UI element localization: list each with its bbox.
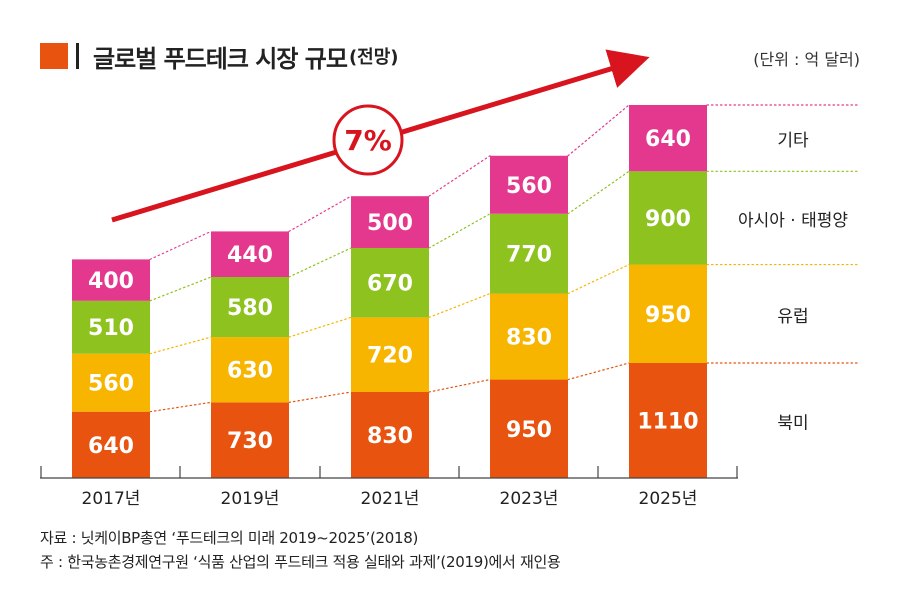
- bar-1-2: [211, 276, 289, 338]
- bar-0-3: [72, 259, 150, 301]
- x-tick-label-2: 2021년: [361, 489, 420, 509]
- bar-3-0: [490, 379, 568, 478]
- legend-label-3: 기타: [777, 131, 809, 151]
- bar-1-0: [211, 402, 289, 478]
- unit-label: (단위 : 억 달러): [753, 50, 860, 69]
- connector-0-2: [428, 378, 491, 393]
- bar-3-1: [490, 293, 568, 380]
- data-label-2-2: 670: [367, 272, 413, 297]
- bar-3-2: [490, 213, 568, 294]
- data-label-2-1: 720: [367, 344, 413, 369]
- source-line-1: 자료 : 닛케이BP총연 ‘푸드테크의 미래 2019~2025’(2018): [40, 529, 419, 547]
- data-label-0-2: 510: [88, 316, 134, 341]
- connector-0-3: [567, 362, 630, 381]
- connector-2-0: [149, 276, 212, 302]
- connector-2-1: [288, 247, 352, 278]
- bar-1-1: [211, 337, 289, 403]
- bar-2-0: [351, 392, 429, 478]
- connector-0-0: [149, 401, 212, 413]
- connector-0-1: [288, 391, 352, 403]
- data-label-1-2: 580: [227, 296, 273, 321]
- connector-2-3: [567, 170, 630, 215]
- bar-2-1: [351, 317, 429, 393]
- connector-3-0: [149, 230, 212, 260]
- data-label-1-1: 630: [227, 359, 273, 384]
- connector-2-2: [428, 213, 491, 249]
- data-label-1-0: 730: [227, 429, 273, 454]
- bar-1-3: [211, 231, 289, 277]
- growth-badge: [332, 104, 404, 176]
- data-label-3-2: 770: [506, 243, 552, 268]
- bar-4-2: [629, 171, 707, 265]
- data-label-2-3: 500: [367, 211, 413, 236]
- data-label-0-1: 560: [88, 372, 134, 397]
- source-notes: 자료 : 닛케이BP총연 ‘푸드테크의 미래 2019~2025’(2018) …: [40, 526, 561, 574]
- chart-title: 글로벌 푸드테크 시장 규모 (전망): [40, 40, 399, 73]
- connector-3-3: [567, 104, 630, 157]
- connector-3-1: [288, 195, 352, 233]
- data-label-3-3: 560: [506, 174, 552, 199]
- title-text: 글로벌 푸드테크 시장 규모: [93, 44, 348, 73]
- growth-label: 7%: [344, 124, 392, 157]
- data-label-4-0: 1110: [637, 409, 698, 434]
- bar-0-0: [72, 411, 150, 478]
- data-label-2-0: 830: [367, 424, 413, 449]
- bar-4-0: [629, 362, 707, 478]
- x-tick-label-0: 2017년: [82, 489, 141, 509]
- source-line-2: 주 : 한국농촌경제연구원 ‘식품 산업의 푸드테크 적용 실태와 과제’(20…: [40, 553, 561, 571]
- data-label-0-3: 400: [88, 269, 134, 294]
- legend-label-1: 유럽: [777, 307, 808, 327]
- data-label-4-2: 900: [645, 207, 691, 232]
- bar-0-2: [72, 300, 150, 354]
- x-tick-label-3: 2023년: [500, 489, 559, 509]
- bar-4-3: [629, 105, 707, 172]
- bar-2-2: [351, 247, 429, 318]
- legend-label-0: 북미: [777, 413, 808, 433]
- data-label-4-3: 640: [645, 127, 691, 152]
- title-marker-square: [40, 43, 68, 69]
- bar-3-3: [490, 155, 568, 214]
- connector-1-2: [428, 292, 491, 319]
- data-label-4-1: 950: [645, 303, 691, 328]
- connector-1-3: [567, 263, 630, 295]
- title-suffix: (전망): [348, 47, 399, 68]
- data-label-3-0: 950: [506, 418, 552, 443]
- data-label-0-0: 640: [88, 434, 134, 459]
- x-tick-label-4: 2025년: [639, 489, 698, 509]
- connector-1-0: [149, 336, 212, 355]
- connector-3-2: [428, 155, 491, 197]
- data-label-1-3: 440: [227, 243, 273, 268]
- data-label-3-1: 830: [506, 326, 552, 351]
- bar-2-3: [351, 196, 429, 248]
- x-tick-label-1: 2019년: [221, 489, 280, 509]
- connector-1-1: [288, 316, 352, 338]
- legend-label-2: 아시아 · 태평양: [738, 211, 848, 231]
- bar-0-1: [72, 353, 150, 412]
- bar-4-1: [629, 264, 707, 363]
- title-marker-bar: [76, 43, 79, 69]
